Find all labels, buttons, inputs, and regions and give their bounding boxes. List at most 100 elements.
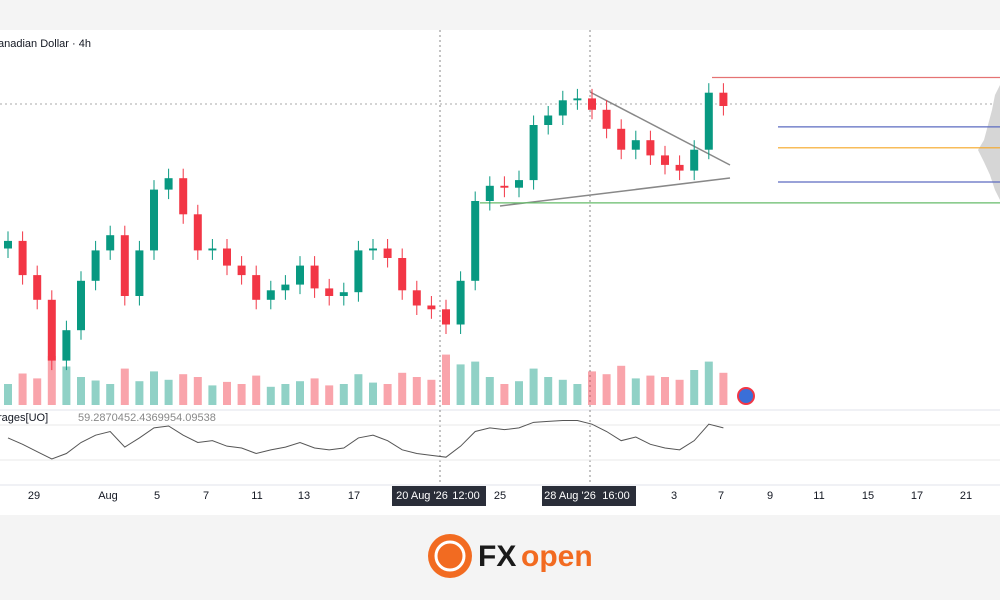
volume-bar bbox=[412, 377, 421, 405]
osc-label: rages[UO] bbox=[0, 412, 48, 424]
candle-body bbox=[33, 275, 42, 300]
candle-body bbox=[704, 92, 713, 150]
flag-icon[interactable] bbox=[737, 387, 755, 405]
candle-body bbox=[193, 214, 202, 251]
brand-left: FX bbox=[478, 540, 516, 573]
crosshair-tag-label: 28 Aug '26 bbox=[544, 490, 596, 502]
candle-body bbox=[120, 235, 129, 296]
volume-bar bbox=[719, 372, 728, 405]
candle-body bbox=[369, 248, 377, 251]
volume-bar bbox=[631, 378, 640, 405]
candle-body bbox=[339, 292, 348, 296]
volume-bar bbox=[164, 379, 173, 405]
volume-bar bbox=[339, 384, 348, 405]
volume-bar bbox=[91, 380, 100, 405]
candle-body bbox=[325, 288, 334, 296]
x-tick-label: 7 bbox=[718, 490, 724, 502]
volume-bar bbox=[281, 384, 290, 405]
x-tick-label: 5 bbox=[154, 490, 160, 502]
candle-body bbox=[266, 290, 275, 300]
x-tick-label: Aug bbox=[98, 490, 118, 502]
osc-readout: 52.43699 bbox=[124, 412, 170, 424]
x-tick-label: 17 bbox=[911, 490, 923, 502]
osc-line bbox=[7, 420, 724, 460]
candle-body bbox=[47, 299, 56, 361]
candle-body bbox=[646, 140, 655, 156]
candle-body bbox=[442, 309, 450, 325]
volume-bar bbox=[237, 384, 246, 405]
volume-bar bbox=[588, 371, 596, 405]
candle-body bbox=[354, 250, 363, 293]
crosshair-tag-label: 20 Aug '26 bbox=[396, 490, 448, 502]
volume-bar bbox=[485, 377, 494, 405]
trend-line bbox=[589, 91, 731, 166]
candle-body bbox=[106, 235, 115, 251]
crosshair-tag bbox=[392, 486, 486, 506]
logo-mark bbox=[434, 540, 466, 572]
candle-body bbox=[4, 240, 12, 249]
candle-body bbox=[223, 248, 231, 266]
candle-body bbox=[631, 140, 640, 150]
candle-body bbox=[456, 280, 465, 325]
volume-bar bbox=[573, 384, 582, 405]
candle-body bbox=[500, 185, 509, 188]
candle-body bbox=[471, 201, 480, 281]
candle-body bbox=[237, 265, 246, 276]
candle-body bbox=[675, 164, 684, 171]
volume-bar bbox=[62, 366, 71, 405]
candle-body bbox=[515, 180, 523, 188]
volume-bar bbox=[135, 381, 144, 405]
candle-body bbox=[252, 275, 261, 300]
volume-bar bbox=[383, 384, 392, 405]
volume-bar bbox=[515, 381, 523, 405]
volume-bar bbox=[193, 377, 202, 405]
x-tick-label: 11 bbox=[251, 490, 262, 502]
volume-bar bbox=[208, 385, 217, 405]
volume-bar bbox=[325, 385, 334, 405]
candle-body bbox=[77, 280, 85, 331]
volume-bar bbox=[442, 354, 450, 405]
candle-body bbox=[208, 248, 217, 251]
volume-bar bbox=[398, 372, 407, 405]
x-tick-label: 13 bbox=[298, 490, 310, 502]
volume-bar bbox=[77, 377, 85, 405]
volume-bar bbox=[150, 371, 158, 405]
x-tick-label: 15 bbox=[862, 490, 874, 502]
candle-body bbox=[62, 330, 71, 361]
candle-body bbox=[690, 149, 699, 171]
logo-mark bbox=[428, 534, 472, 578]
volume-bar bbox=[544, 377, 553, 405]
volume-bar bbox=[704, 361, 713, 405]
volume-bar bbox=[223, 381, 231, 405]
x-tick-label: 25 bbox=[494, 490, 506, 502]
volume-bar bbox=[310, 378, 319, 405]
candle-body bbox=[135, 250, 144, 296]
x-tick-label: 3 bbox=[671, 490, 677, 502]
osc-readout: 54.09538 bbox=[170, 412, 216, 424]
volume-bar bbox=[266, 386, 275, 405]
crosshair-tag-label: 16:00 bbox=[602, 490, 630, 502]
x-tick-label: 9 bbox=[767, 490, 773, 502]
crosshair-tag-label: 12:00 bbox=[452, 490, 480, 502]
chart-title: anadian Dollar · 4h bbox=[0, 38, 91, 50]
volume-bar bbox=[602, 374, 611, 405]
candle-body bbox=[91, 250, 100, 281]
volume-bar bbox=[646, 375, 655, 405]
candle-body bbox=[558, 100, 567, 116]
logo: FX open bbox=[428, 534, 593, 578]
candle-body bbox=[296, 265, 304, 285]
volume-bar bbox=[4, 384, 12, 405]
x-tick-label: 29 bbox=[28, 490, 40, 502]
chart-panel bbox=[0, 30, 1000, 515]
brand-right: open bbox=[521, 540, 593, 573]
volume-bar bbox=[252, 375, 261, 405]
candle-body bbox=[383, 248, 392, 258]
candle-body bbox=[164, 178, 173, 190]
candle-body bbox=[281, 284, 290, 291]
volume-bar bbox=[690, 370, 699, 405]
volume-bar bbox=[456, 364, 465, 405]
x-tick-label: 7 bbox=[203, 490, 209, 502]
candle-body bbox=[412, 290, 421, 306]
